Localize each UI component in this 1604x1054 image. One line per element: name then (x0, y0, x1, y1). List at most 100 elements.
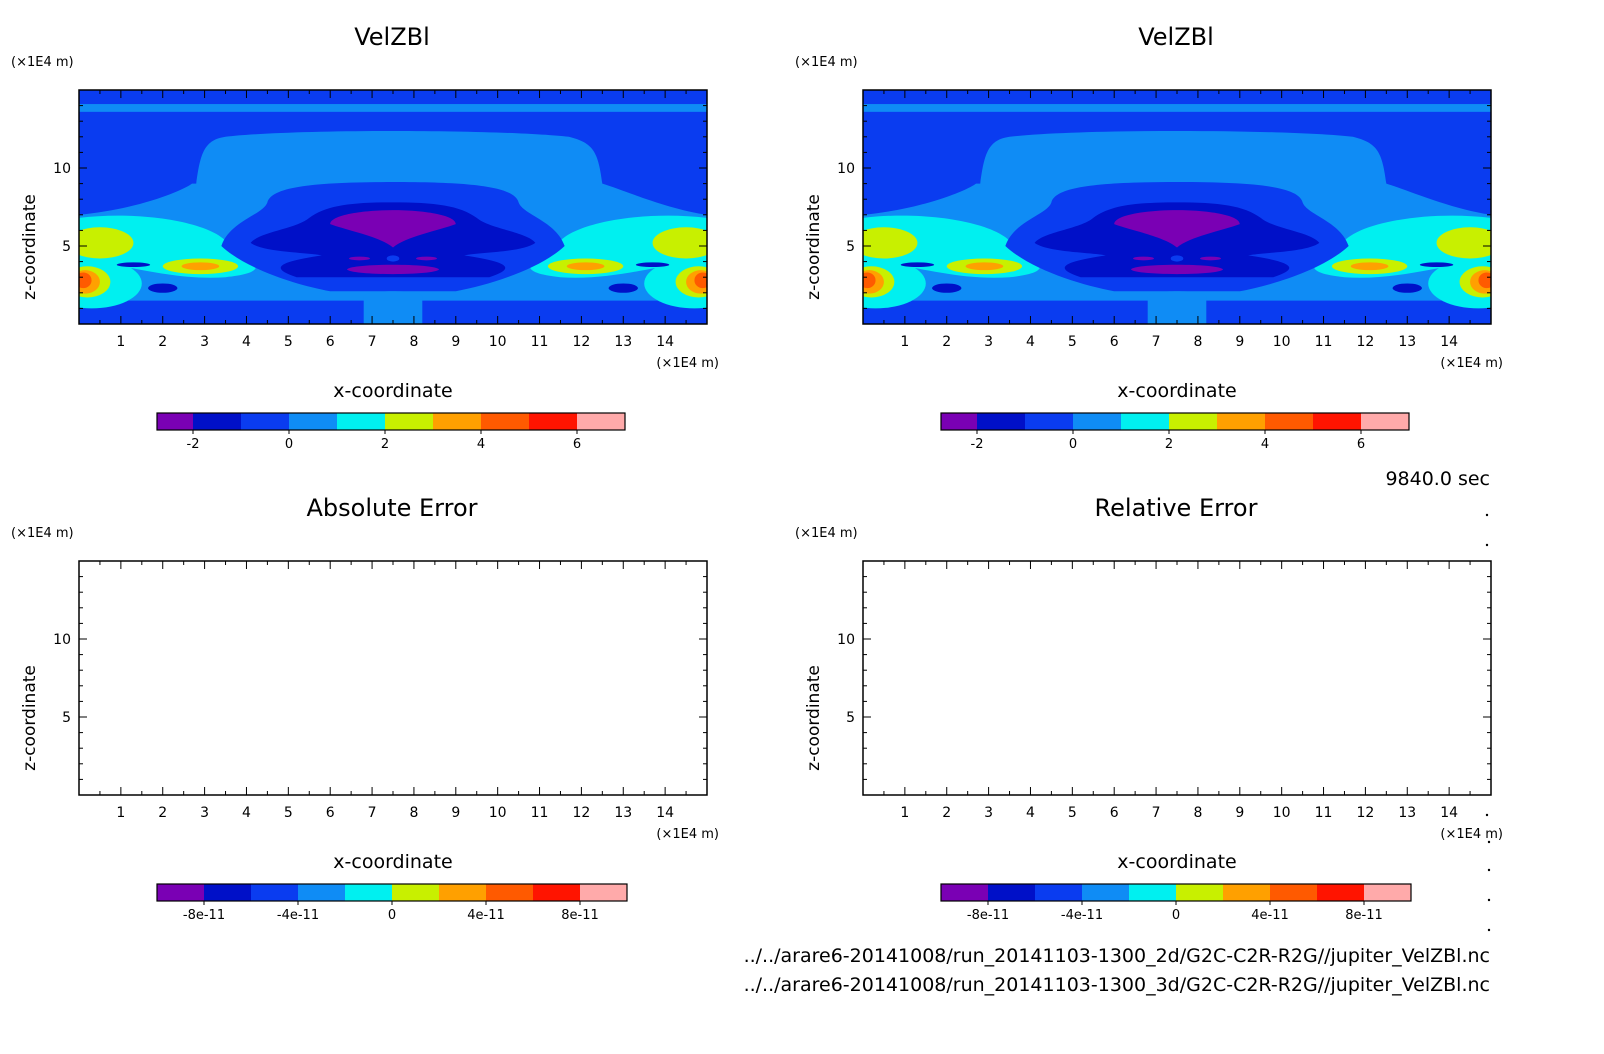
x-tick-label: 6 (1110, 334, 1119, 350)
z-axis-title: z-coordinate (20, 665, 40, 771)
colorbar-swatch (337, 413, 385, 430)
x-axis-title: x-coordinate (1117, 380, 1236, 402)
colorbar-swatch (1073, 413, 1121, 430)
marker-dot (1485, 813, 1489, 817)
marker-dot (1487, 898, 1491, 902)
x-tick-label: 10 (1273, 805, 1291, 821)
colorbar-swatch (941, 413, 977, 430)
z-axis-title: z-coordinate (20, 194, 40, 300)
colorbar-swatch (193, 413, 241, 430)
contour-field (79, 90, 707, 324)
contour-band (1478, 272, 1491, 289)
x-tick-label: 3 (200, 805, 209, 821)
panel-title: VelZBl (1138, 23, 1214, 51)
colorbar-tick-label: 0 (1172, 908, 1180, 923)
contour-band (79, 272, 92, 289)
x-tick-label: 12 (572, 805, 590, 821)
marker-dot (1485, 543, 1489, 547)
contour-band (1130, 264, 1224, 275)
colorbar-tick-label: 4 (477, 437, 485, 452)
x-tick-label: 2 (158, 334, 167, 350)
x-tick-label: 6 (326, 805, 335, 821)
contour-band (566, 262, 605, 271)
panel-title: Absolute Error (306, 494, 477, 522)
x-tick-label: 8 (409, 805, 418, 821)
x-tick-label: 14 (656, 805, 674, 821)
colorbar-swatch (345, 884, 392, 901)
marker-dot (1485, 513, 1489, 517)
x-tick-label: 7 (1152, 334, 1161, 350)
x-tick-label: 14 (656, 334, 674, 350)
contour-band (863, 104, 1491, 112)
colorbar-swatch (392, 884, 439, 901)
x-tick-label: 13 (614, 805, 632, 821)
contour-band (79, 227, 134, 259)
colorbar-swatch (1317, 884, 1364, 901)
z-tick-label: 10 (837, 161, 855, 177)
x-tick-label: 4 (242, 805, 251, 821)
x-tick-label: 4 (242, 334, 251, 350)
contour-band (1170, 255, 1184, 262)
x-tick-label: 3 (984, 334, 993, 350)
colorbar-swatch (439, 884, 486, 901)
x-tick-label: 4 (1026, 805, 1035, 821)
empty-field (863, 561, 1491, 795)
colorbar-tick-label: 4e-11 (467, 908, 505, 923)
panel-title: VelZBl (354, 23, 430, 51)
colorbar-tick-label: -4e-11 (277, 908, 319, 923)
panel-title: Relative Error (1095, 494, 1258, 522)
empty-field (79, 561, 707, 795)
colorbar-swatch (1217, 413, 1265, 430)
x-unit-label: (×1E4 m) (1440, 827, 1503, 842)
x-tick-label: 1 (116, 334, 125, 350)
x-tick-label: 8 (409, 334, 418, 350)
colorbar-tick-label: 4 (1261, 437, 1269, 452)
contour-band (116, 262, 151, 268)
contour-band (363, 291, 423, 324)
x-tick-label: 5 (284, 334, 293, 350)
colorbar-swatch (157, 413, 193, 430)
x-tick-label: 5 (1068, 805, 1077, 821)
marker-dot (1487, 928, 1491, 932)
x-tick-label: 11 (1315, 805, 1333, 821)
colorbar-tick-label: 2 (381, 437, 389, 452)
contour-band (386, 255, 400, 262)
colorbar-swatch (481, 413, 529, 430)
colorbar-tick-label: -4e-11 (1061, 908, 1103, 923)
x-tick-label: 1 (900, 805, 909, 821)
colorbar-swatch (1223, 884, 1270, 901)
x-unit-label: (×1E4 m) (1440, 356, 1503, 371)
colorbar-tick-label: 4e-11 (1251, 908, 1289, 923)
contour-band (863, 272, 876, 289)
colorbar-swatch (1082, 884, 1129, 901)
colorbar-frame (940, 412, 1410, 431)
colorbar-swatch (1270, 884, 1317, 901)
x-tick-label: 12 (1356, 805, 1374, 821)
colorbar: -2 0 2 4 6 (940, 412, 1410, 452)
x-tick-label: 3 (984, 805, 993, 821)
colorbar-swatch (580, 884, 627, 901)
z-unit-label: (×1E4 m) (11, 55, 74, 70)
x-axis-title: x-coordinate (333, 380, 452, 402)
colorbar-tick-label: 6 (1357, 437, 1365, 452)
colorbar-tick-label: 6 (573, 437, 581, 452)
x-tick-label: 11 (1315, 334, 1333, 350)
z-unit-label: (×1E4 m) (795, 526, 858, 541)
colorbar-swatch (1129, 884, 1176, 901)
colorbar-swatch (385, 413, 433, 430)
x-tick-label: 2 (158, 805, 167, 821)
colorbar-swatch (1169, 413, 1217, 430)
colorbar-tick-label: -8e-11 (183, 908, 225, 923)
colorbar-swatch (251, 884, 298, 901)
z-tick-label: 5 (62, 710, 71, 726)
colorbar-swatch (1025, 413, 1073, 430)
x-tick-label: 1 (900, 334, 909, 350)
contour-band (346, 264, 440, 275)
x-tick-label: 10 (489, 805, 507, 821)
colorbar: -2 0 2 4 6 (156, 412, 626, 452)
z-tick-label: 10 (837, 632, 855, 648)
contour-band (863, 227, 918, 259)
